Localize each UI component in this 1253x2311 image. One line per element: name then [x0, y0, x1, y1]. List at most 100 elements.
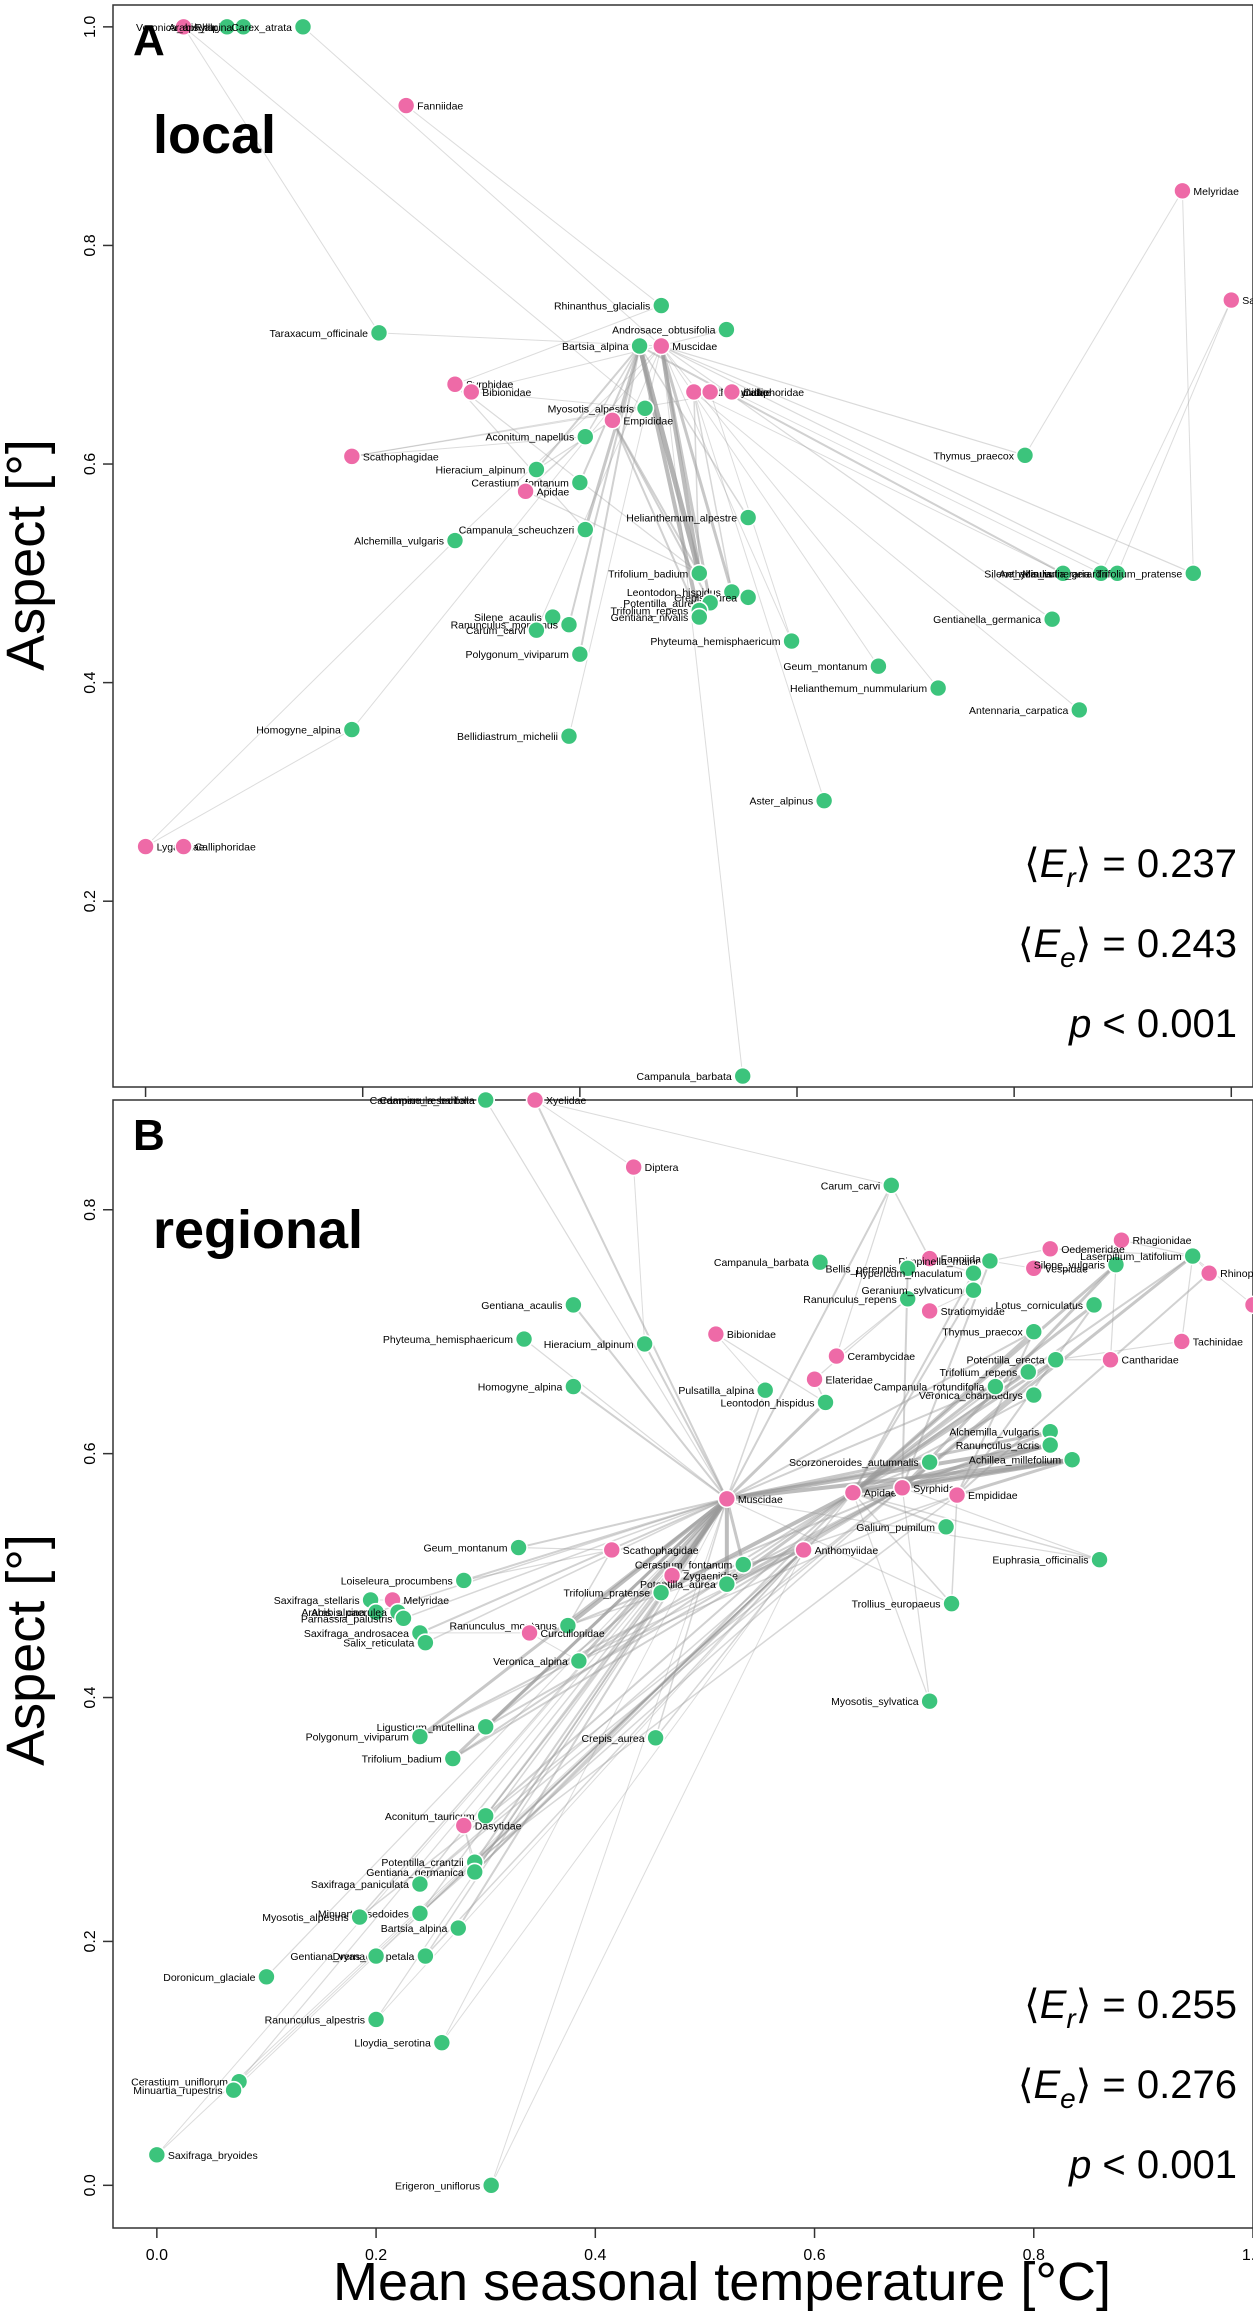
- node-label-oedemeridae: Oedemeridae: [1061, 1244, 1125, 1256]
- node-label-taraxacum-officinale: Taraxacum_officinale: [270, 328, 369, 340]
- edge-melyridae-trifolium-pratense: [1181, 190, 1194, 574]
- edge-calliphoridae-anthyllis-vulneraria: [731, 391, 1102, 574]
- node-label-saxifraga-bryoides: Saxifraga_bryoides: [168, 2150, 258, 2162]
- node-trifolium-badium: [689, 564, 709, 583]
- node-stratiomyidae: [920, 1301, 939, 1321]
- node-label-rhinanthus-glacialis: Rhinanthus_glacialis: [554, 301, 650, 313]
- node-aconitum-tauricum: [476, 1806, 495, 1826]
- node-gentiana-germanica: [465, 1862, 485, 1882]
- edge-bartsia-alpina-campanula-scheuchzeri: [583, 345, 642, 531]
- edge-apidae-silene-vulgaris: [851, 1263, 1117, 1494]
- node-label-potentilla-aurea: Potentilla_aurea: [640, 1579, 716, 1591]
- node-label-trifolium-pratense: Trifolium_pratense: [1096, 568, 1183, 580]
- edge-melyridae-thymus-praecox: [1024, 190, 1183, 456]
- node-label-campanula-barbata: Campanula_barbata: [637, 1071, 732, 1083]
- node-lygaeidae: [1243, 1295, 1253, 1315]
- node-bibionidae: [461, 382, 481, 402]
- edge-bibionidae-androsace-obtusifolia: [471, 329, 727, 393]
- node-label-calliphoridae: Calliphoridae: [743, 387, 804, 399]
- edge-muscidae-saxifraga-androsacea: [419, 1497, 728, 1634]
- node-cantharidae: [1101, 1350, 1120, 1370]
- y-tick-label: 0.4: [82, 671, 99, 693]
- node-campanula-scheuchzeri: [575, 520, 595, 539]
- edge-muscidae-polygonum-viviparum: [419, 1497, 728, 1738]
- node-label-cerastium-fontanum: Cerastium_fontanum: [635, 1560, 733, 1572]
- edge-apidae-lotus-corniculatus: [851, 1303, 1095, 1494]
- edge-lygaeidae-laserpitium-latifolium: [1192, 1255, 1253, 1306]
- edge-syrphidae-myosotis-alpestris: [359, 1487, 903, 1918]
- edge-sarcophagidae-minuartia-gerardii: [1116, 299, 1232, 574]
- node-rhinophoridae: [1199, 1263, 1219, 1283]
- edge-muscidae-trifolium-pratense: [661, 345, 1194, 574]
- node-crepis-aurea: [646, 1728, 665, 1748]
- edge-muscidae-minuartia-gerardii: [661, 345, 1118, 574]
- node-label-aconitum-napellus: Aconitum_napellus: [486, 432, 575, 444]
- edge-sarcophagidae-anthyllis-vulneraria: [1100, 299, 1232, 574]
- node-campanula-barbata: [810, 1252, 830, 1272]
- edge-muscidae-pulsatilla-alpina: [726, 1389, 766, 1500]
- edge-empididae-ranunculus-montanus: [567, 1494, 958, 1627]
- y-axis-title-top: Aspect [°]: [0, 439, 56, 671]
- node-oedemeridae: [1040, 1239, 1060, 1259]
- edge-anthomyiidae-minuartia-sedoides: [419, 1549, 805, 1914]
- y-tick-label: 0.0: [82, 2174, 99, 2196]
- node-cerambycidae: [827, 1346, 846, 1366]
- node-label-galium-pumilum: Galium_pumilum: [856, 1522, 935, 1534]
- node-label-carum-carvi: Carum_carvi: [821, 1180, 881, 1192]
- edge-apidae-geranium-sylvaticum: [852, 1289, 975, 1494]
- node-label-crepis-aurea: Crepis_aurea: [582, 1733, 645, 1745]
- stat-er: ⟨Er⟩ = 0.237: [1024, 842, 1237, 893]
- edge-bibionidae-leontodon-hispidus: [715, 1333, 826, 1403]
- edge-muscidae-erigeron-uniflorus: [490, 1498, 728, 2186]
- node-gentianella-germanica: [1042, 609, 1062, 629]
- node-label-phyteuma-hemisphaericum: Phyteuma_hemisphaericum: [650, 636, 780, 648]
- edge-diptera-hieracium-alpinum: [633, 1167, 646, 1344]
- edge-apidae-trifolium-pratense: [660, 1490, 854, 1595]
- node-syrphidae: [892, 1478, 912, 1498]
- node-parnassia-palustris: [394, 1608, 413, 1628]
- node-label-arabis-alpina: Arabis_alpina: [301, 1607, 365, 1619]
- node-label-polygonum-viviparum: Polygonum_viviparum: [466, 649, 570, 661]
- edge-anthomyiidae-erigeron-uniflorus: [490, 1549, 805, 2186]
- node-gentiana-verna: [366, 1946, 386, 1966]
- node-hieracium-alpinum: [527, 460, 546, 479]
- edge-anthomyiidae-gentiana-germanica: [474, 1549, 805, 1873]
- edge-apidae-myosotis-sylvatica: [852, 1492, 931, 1702]
- node-label-androsace-obtusifolia: Androsace_obtusifolia: [612, 325, 715, 337]
- edge-muscidae-aconitum-tauricum: [484, 1498, 728, 1817]
- node-label-campanula-barbata: Campanula_barbata: [380, 1095, 475, 1107]
- edge-anthomyiidae-cerastium-fontanum: [743, 1549, 804, 1566]
- y-tick-label: 0.4: [82, 1686, 99, 1708]
- node-label-rhinophoridae: Rhinophoridae: [1220, 1268, 1253, 1280]
- node-trifolium-repens: [1018, 1362, 1038, 1382]
- edge-apidae-potentilla-erecta: [852, 1358, 1057, 1494]
- node-pulsatilla-alpina: [755, 1380, 775, 1400]
- node-geum-montanum: [509, 1538, 528, 1557]
- edge-anthomyiidae-silene-acaulis: [693, 391, 1064, 574]
- node-label-ranunculus-acris: Ranunculus_acris: [956, 1440, 1039, 1452]
- node-trifolium-pratense: [651, 1583, 671, 1602]
- edge-anthomyiidae-saxifraga-paniculata: [419, 1549, 805, 1885]
- node-label-geranium-sylvaticum: Geranium_sylvaticum: [862, 1285, 963, 1297]
- node-carum-carvi: [881, 1176, 901, 1195]
- edge-bartsia-alpina-helianthemum-alpestre: [638, 345, 749, 518]
- edge-muscidae-cerastium-fontanum: [725, 1498, 745, 1565]
- node-label-gentiana-nivalis: Gentiana_nivalis: [611, 612, 689, 624]
- node-label-leontodon-hispidus: Leontodon_hispidus: [721, 1397, 815, 1409]
- node-label-minuartia-rupestris: Minuartia_rupestris: [133, 2085, 222, 2097]
- node-label-ranunculus-repens: Ranunculus_repens: [803, 1294, 896, 1306]
- plot-frame: [112, 1099, 1253, 2229]
- node-thymus-praecox: [1024, 1322, 1044, 1341]
- node-bartsia-alpina: [448, 1918, 468, 1938]
- edge-cantharidae-silene-vulgaris: [1109, 1264, 1117, 1360]
- edge-muscidae-carum-carvi: [725, 1184, 893, 1500]
- node-label-scathophagidae: Scathophagidae: [363, 451, 439, 463]
- edge-syrphidae-saxifraga-paniculata: [419, 1487, 903, 1885]
- stat-ee: ⟨Ee⟩ = 0.276: [1018, 2063, 1237, 2114]
- node-label-potentilla-aurea: Potentilla_aurea: [623, 598, 699, 610]
- edge-muscidae-xyelidae: [534, 1099, 728, 1500]
- node-label-cerastium-uniflorum: Cerastium_uniflorum: [131, 2077, 228, 2089]
- edge-anthomyiidae-aster-alpinus: [693, 391, 825, 801]
- node-hypericum-maculatum: [964, 1263, 983, 1283]
